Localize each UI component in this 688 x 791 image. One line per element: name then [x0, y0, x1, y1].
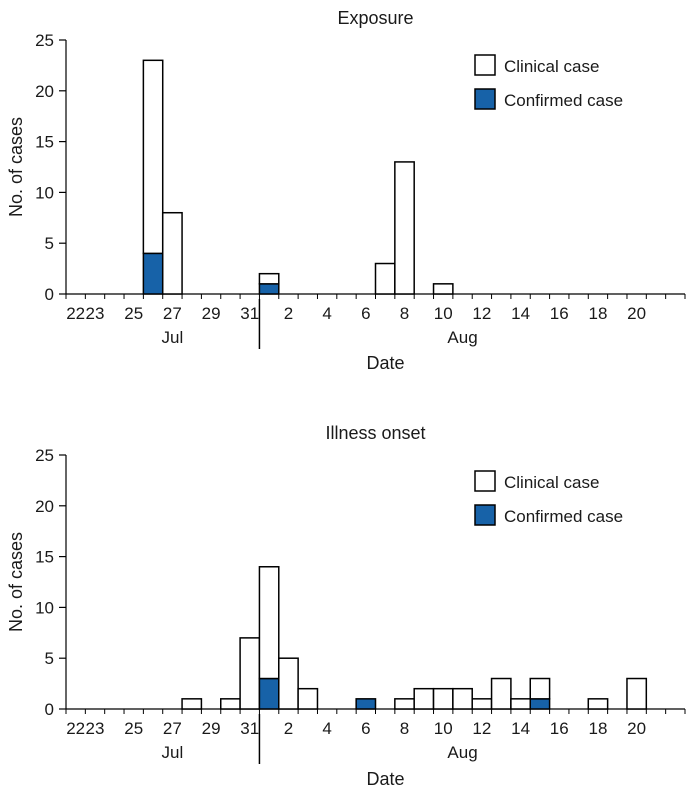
- x-tick-label: 23: [86, 719, 105, 738]
- y-tick-label: 10: [35, 598, 54, 617]
- x-tick-label: 31: [240, 304, 259, 323]
- bar-confirmed-segment: [258, 677, 280, 710]
- y-tick-label: 20: [35, 497, 54, 516]
- y-tick-label: 0: [45, 700, 54, 719]
- bar-clinical-segment: [258, 272, 280, 285]
- y-axis-label: No. of cases: [6, 117, 26, 217]
- y-axis-label: No. of cases: [6, 532, 26, 632]
- x-tick-label: 10: [434, 304, 453, 323]
- x-tick-label: 14: [511, 719, 530, 738]
- bar-confirmed-segment: [355, 698, 377, 710]
- bar-clinical-segment: [413, 687, 435, 710]
- legend-swatch-clinical: [474, 54, 496, 76]
- y-tick-label: 5: [45, 649, 54, 668]
- y-tick-label: 20: [35, 82, 54, 101]
- month-label-jul: Jul: [162, 743, 184, 762]
- x-tick-label: 18: [588, 719, 607, 738]
- x-tick-label: 8: [400, 304, 409, 323]
- bar-clinical-segment: [394, 161, 415, 295]
- bar-clinical-segment: [529, 677, 551, 700]
- x-tick-label: 8: [400, 719, 409, 738]
- legend-swatch-confirmed: [474, 504, 496, 526]
- bar-clinical-segment: [258, 566, 280, 680]
- y-tick-label: 0: [45, 285, 54, 304]
- legend-swatch-clinical: [474, 470, 496, 492]
- bar-clinical-segment: [278, 657, 299, 710]
- month-label-aug: Aug: [447, 328, 477, 347]
- bar-clinical-segment: [490, 677, 512, 710]
- x-tick-label: 6: [361, 304, 370, 323]
- legend-label-clinical: Clinical case: [504, 473, 599, 492]
- legend-swatch-confirmed: [474, 88, 496, 110]
- bar-clinical-segment: [452, 687, 473, 710]
- x-tick-label: 27: [163, 304, 182, 323]
- x-tick-label: 22: [66, 304, 85, 323]
- bar-confirmed-segment: [142, 252, 164, 295]
- x-axis-label: Date: [366, 353, 404, 373]
- x-tick-label: 25: [124, 719, 143, 738]
- bar-confirmed-segment: [258, 283, 280, 295]
- bar-confirmed-segment: [529, 698, 551, 710]
- x-tick-label: 22: [66, 719, 85, 738]
- x-tick-label: 2: [284, 719, 293, 738]
- x-tick-label: 4: [322, 304, 331, 323]
- month-label-jul: Jul: [162, 328, 184, 347]
- y-tick-label: 25: [35, 31, 54, 50]
- x-tick-label: 2: [284, 304, 293, 323]
- x-tick-label: 16: [550, 719, 569, 738]
- y-tick-label: 5: [45, 234, 54, 253]
- legend-label-confirmed: Confirmed case: [504, 507, 623, 526]
- bar-clinical-segment: [220, 698, 241, 710]
- bar-clinical-segment: [297, 687, 319, 710]
- chart-title: Illness onset: [325, 423, 425, 443]
- bar-clinical-segment: [626, 677, 648, 710]
- y-tick-label: 10: [35, 183, 54, 202]
- x-tick-label: 25: [124, 304, 143, 323]
- x-tick-label: 12: [472, 719, 491, 738]
- bar-clinical-segment: [394, 698, 415, 710]
- bar-clinical-segment: [142, 59, 164, 255]
- x-tick-label: 6: [361, 719, 370, 738]
- bar-clinical-segment: [374, 262, 396, 295]
- bar-clinical-segment: [587, 698, 609, 710]
- x-tick-label: 18: [588, 304, 607, 323]
- x-tick-label: 29: [202, 304, 221, 323]
- month-label-aug: Aug: [447, 743, 477, 762]
- bar-clinical-segment: [239, 637, 261, 710]
- x-tick-label: 16: [550, 304, 569, 323]
- y-tick-label: 15: [35, 548, 54, 567]
- bar-clinical-segment: [510, 698, 531, 710]
- x-tick-label: 29: [202, 719, 221, 738]
- bar-clinical-segment: [432, 283, 454, 295]
- bar-clinical-segment: [432, 687, 454, 710]
- bar-clinical-segment: [161, 211, 183, 295]
- x-tick-label: 20: [627, 719, 646, 738]
- x-tick-label: 20: [627, 304, 646, 323]
- legend-label-confirmed: Confirmed case: [504, 91, 623, 110]
- x-tick-label: 10: [434, 719, 453, 738]
- x-tick-label: 31: [240, 719, 259, 738]
- x-tick-label: 23: [86, 304, 105, 323]
- bar-clinical-segment: [471, 698, 493, 710]
- x-tick-label: 12: [472, 304, 491, 323]
- x-tick-label: 27: [163, 719, 182, 738]
- x-tick-label: 4: [322, 719, 331, 738]
- x-axis-label: Date: [366, 769, 404, 789]
- y-tick-label: 15: [35, 133, 54, 152]
- chart-title: Exposure: [337, 8, 413, 28]
- y-tick-label: 25: [35, 446, 54, 465]
- legend-label-clinical: Clinical case: [504, 57, 599, 76]
- bar-clinical-segment: [181, 698, 203, 710]
- x-tick-label: 14: [511, 304, 530, 323]
